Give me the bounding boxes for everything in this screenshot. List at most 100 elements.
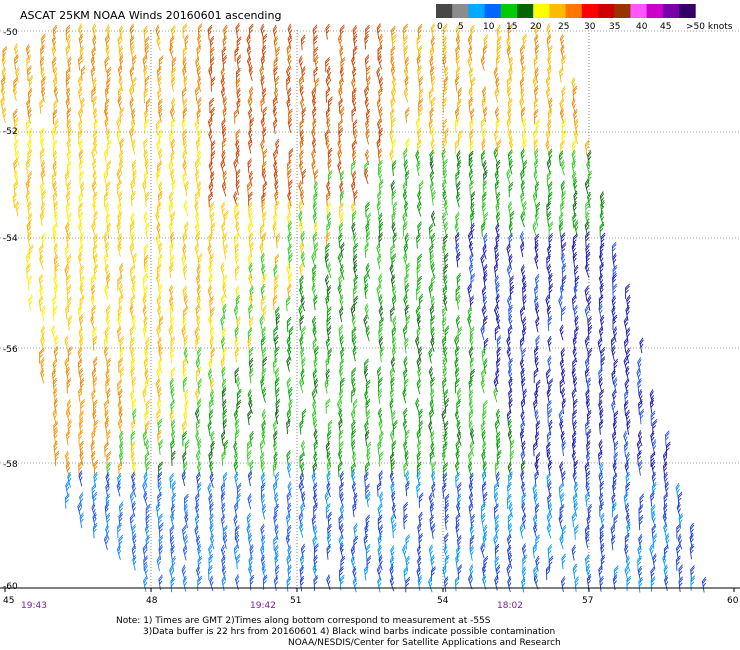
wind-barb <box>313 294 318 311</box>
wind-barb <box>339 66 345 83</box>
wind-barb <box>561 85 566 102</box>
wind-barb <box>429 304 435 320</box>
wind-barb <box>106 357 112 374</box>
wind-barb <box>234 428 240 445</box>
wind-barb <box>132 169 137 186</box>
wind-barb <box>246 180 252 197</box>
wind-barb <box>275 314 281 331</box>
wind-barb <box>91 23 97 40</box>
wind-barb <box>520 241 525 258</box>
wind-barb <box>246 523 251 540</box>
wind-barb <box>67 419 72 436</box>
wind-barb <box>404 170 410 186</box>
wind-barb <box>197 398 202 414</box>
wind-barb <box>117 418 123 434</box>
wind-barb <box>286 512 291 529</box>
wind-barb <box>196 108 202 124</box>
wind-barb <box>145 377 150 394</box>
wind-barb <box>636 438 642 455</box>
wind-barb <box>80 65 86 82</box>
wind-barb <box>142 324 148 341</box>
wind-barb <box>481 138 486 155</box>
wind-barb <box>428 366 434 383</box>
wind-barb <box>247 327 253 343</box>
wind-barb <box>105 44 110 60</box>
wind-barb <box>221 450 227 466</box>
wind-barb <box>353 262 358 279</box>
wind-barb <box>54 118 59 135</box>
wind-barb <box>272 440 278 457</box>
wind-barb <box>351 139 357 156</box>
wind-barb <box>584 367 590 383</box>
wind-barb <box>338 232 343 249</box>
wind-barb <box>377 514 383 530</box>
wind-barb <box>299 284 304 301</box>
wind-barb <box>184 180 190 197</box>
wind-barb <box>519 96 524 113</box>
wind-barb <box>313 34 318 51</box>
wind-barb <box>299 159 304 176</box>
wind-barb <box>571 139 577 155</box>
wind-barb <box>65 243 70 260</box>
wind-barb <box>261 263 266 280</box>
wind-barb <box>210 222 216 238</box>
wind-barb <box>286 262 291 279</box>
wind-barb <box>352 24 358 41</box>
wind-barb <box>247 137 253 154</box>
wind-barb <box>482 574 487 590</box>
wind-barb <box>364 471 369 488</box>
wind-barb <box>417 440 422 456</box>
wind-barb <box>182 285 188 301</box>
wind-barb <box>404 282 410 299</box>
wind-barb <box>195 190 201 206</box>
wind-barb <box>351 180 356 196</box>
wind-barb <box>53 85 59 102</box>
wind-barb <box>194 200 199 217</box>
wind-barb <box>365 201 370 218</box>
wind-barb <box>233 514 238 531</box>
wind-barb <box>338 85 343 102</box>
wind-barb <box>508 254 513 270</box>
wind-barb <box>197 252 203 269</box>
wind-barb <box>222 282 227 299</box>
wind-barb <box>519 77 525 93</box>
wind-barb <box>469 545 474 561</box>
wind-barb <box>222 232 228 249</box>
wind-barb <box>13 43 19 60</box>
wind-barb <box>403 513 408 530</box>
wind-barb <box>65 201 71 218</box>
wind-barb <box>324 377 329 394</box>
wind-barb <box>38 295 44 312</box>
wind-barb <box>286 75 291 91</box>
wind-barb <box>117 95 122 112</box>
wind-barb <box>207 368 213 385</box>
wind-barb <box>236 399 242 415</box>
wind-barb <box>559 377 565 394</box>
wind-barb <box>455 448 460 465</box>
wind-barb <box>27 88 33 104</box>
wind-barb <box>299 419 304 435</box>
wind-barb <box>585 199 591 216</box>
wind-barb <box>520 211 525 228</box>
wind-barb <box>130 178 135 195</box>
wind-barb <box>573 128 579 145</box>
wind-barb <box>598 564 603 581</box>
wind-barb <box>158 283 163 300</box>
wind-barb <box>259 65 264 82</box>
wind-barb <box>572 398 578 415</box>
wind-barb <box>248 262 253 279</box>
wind-barb <box>130 220 135 237</box>
wind-barb <box>235 210 240 227</box>
wind-barb <box>378 524 384 541</box>
wind-barb <box>364 54 370 71</box>
wind-barb <box>249 316 254 333</box>
wind-barb <box>249 367 254 384</box>
wind-barb <box>467 230 473 247</box>
wind-barb <box>286 418 291 435</box>
wind-barb <box>170 511 175 528</box>
wind-barb <box>506 481 512 498</box>
wind-barb <box>233 232 239 249</box>
wind-barb <box>521 65 526 82</box>
note-line-1: Note: 1) Times are GMT 2)Times along bot… <box>116 616 491 626</box>
wind-barb <box>78 148 84 165</box>
